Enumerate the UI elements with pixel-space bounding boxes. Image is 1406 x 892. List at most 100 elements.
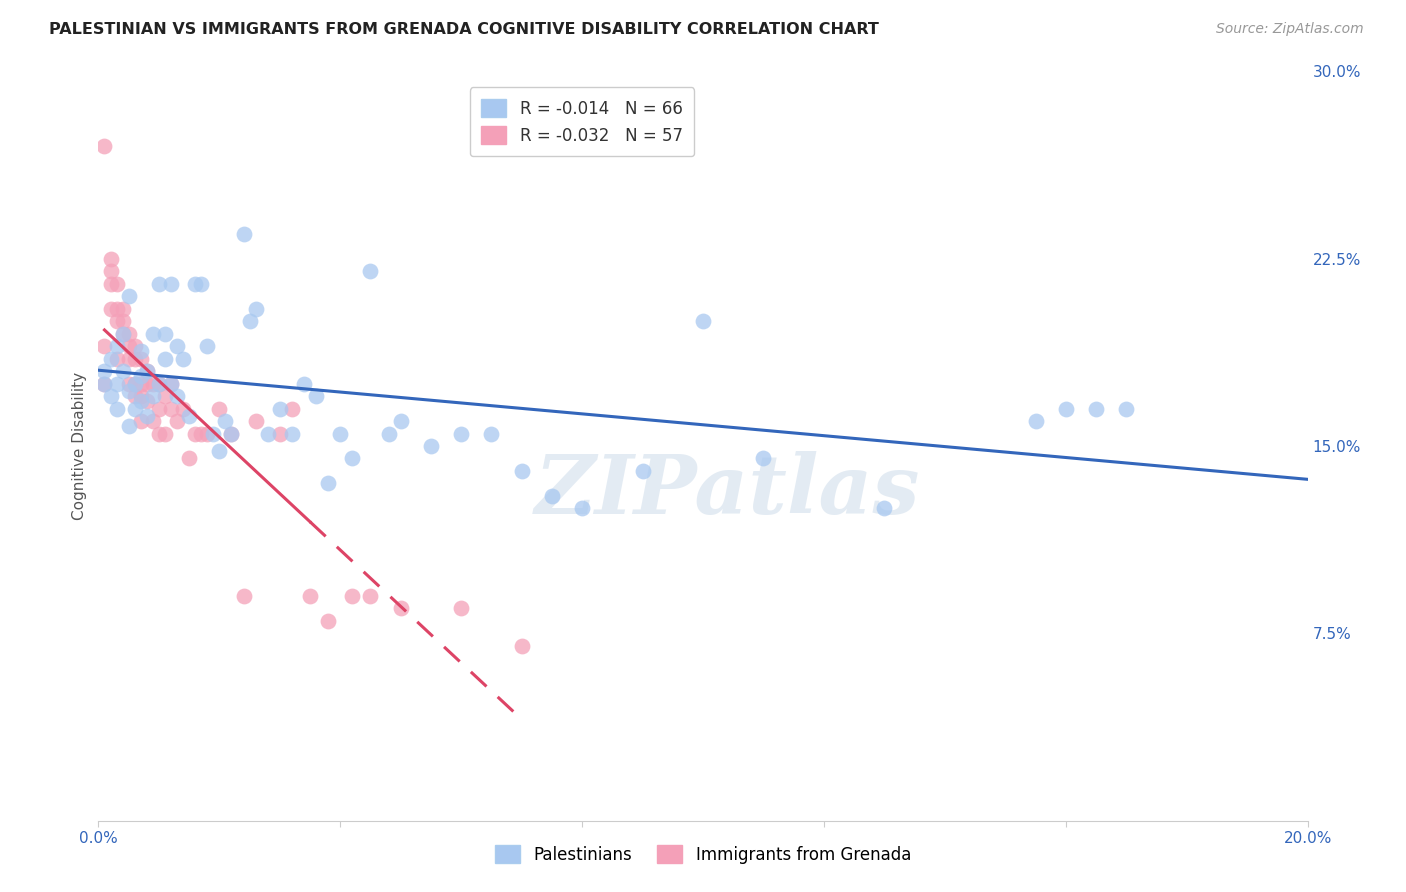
Point xyxy=(111,326,134,341)
Point xyxy=(118,351,141,366)
Point xyxy=(111,364,134,378)
Point xyxy=(135,394,157,409)
Point xyxy=(105,351,128,366)
Point xyxy=(269,426,291,441)
Point xyxy=(190,277,212,291)
Point xyxy=(184,426,207,441)
Point xyxy=(1054,401,1077,416)
Point xyxy=(142,376,165,391)
Point xyxy=(305,389,328,403)
Point xyxy=(135,364,157,378)
Point xyxy=(221,426,243,441)
Point xyxy=(389,601,412,615)
Point xyxy=(111,301,134,316)
Point xyxy=(245,414,267,428)
Point xyxy=(160,401,183,416)
Point xyxy=(179,451,201,466)
Point xyxy=(389,414,412,428)
Point xyxy=(142,389,165,403)
Point xyxy=(692,314,714,328)
Point xyxy=(232,589,254,603)
Point xyxy=(118,326,141,341)
Point xyxy=(281,401,304,416)
Point xyxy=(160,277,183,291)
Point xyxy=(118,339,141,353)
Point xyxy=(239,314,262,328)
Point xyxy=(166,339,188,353)
Point xyxy=(160,376,183,391)
Point xyxy=(377,426,399,441)
Point xyxy=(118,419,141,434)
Point xyxy=(540,489,562,503)
Point xyxy=(510,639,533,653)
Point xyxy=(153,326,176,341)
Point xyxy=(160,376,183,391)
Point xyxy=(111,314,134,328)
Point xyxy=(166,414,188,428)
Point xyxy=(93,339,115,353)
Point xyxy=(135,409,157,423)
Point xyxy=(450,426,472,441)
Point xyxy=(100,301,122,316)
Text: ZIPatlas: ZIPatlas xyxy=(534,451,920,531)
Point xyxy=(118,384,141,398)
Point xyxy=(124,401,146,416)
Point xyxy=(316,476,339,491)
Point xyxy=(148,376,170,391)
Legend: R = -0.014   N = 66, R = -0.032   N = 57: R = -0.014 N = 66, R = -0.032 N = 57 xyxy=(470,87,695,156)
Point xyxy=(208,444,231,458)
Point xyxy=(93,376,115,391)
Point xyxy=(148,376,170,391)
Point xyxy=(148,401,170,416)
Point xyxy=(124,339,146,353)
Point xyxy=(111,326,134,341)
Point xyxy=(1115,401,1137,416)
Point xyxy=(129,351,152,366)
Point xyxy=(148,426,170,441)
Point xyxy=(118,289,141,303)
Point xyxy=(299,589,322,603)
Point xyxy=(360,264,382,278)
Point xyxy=(129,389,152,403)
Point xyxy=(124,376,146,391)
Point xyxy=(124,389,146,403)
Point xyxy=(873,501,896,516)
Point xyxy=(316,614,339,628)
Point xyxy=(135,376,157,391)
Point xyxy=(124,351,146,366)
Point xyxy=(142,326,165,341)
Point xyxy=(281,426,304,441)
Point xyxy=(105,339,128,353)
Point xyxy=(245,301,267,316)
Point xyxy=(148,277,170,291)
Point xyxy=(221,426,243,441)
Point xyxy=(118,376,141,391)
Point xyxy=(342,451,364,466)
Legend: Palestinians, Immigrants from Grenada: Palestinians, Immigrants from Grenada xyxy=(488,838,918,871)
Point xyxy=(450,601,472,615)
Point xyxy=(105,314,128,328)
Point xyxy=(105,301,128,316)
Y-axis label: Cognitive Disability: Cognitive Disability xyxy=(72,372,87,520)
Point xyxy=(256,426,278,441)
Point xyxy=(105,401,128,416)
Point xyxy=(153,351,176,366)
Point xyxy=(360,589,382,603)
Point xyxy=(153,426,176,441)
Point xyxy=(105,376,128,391)
Point xyxy=(420,439,443,453)
Point xyxy=(124,376,146,391)
Point xyxy=(292,376,315,391)
Point xyxy=(190,426,212,441)
Point xyxy=(105,277,128,291)
Point xyxy=(142,414,165,428)
Point xyxy=(135,364,157,378)
Point xyxy=(172,351,194,366)
Point xyxy=(179,409,201,423)
Point xyxy=(100,351,122,366)
Point xyxy=(172,401,194,416)
Point xyxy=(571,501,593,516)
Text: Source: ZipAtlas.com: Source: ZipAtlas.com xyxy=(1216,22,1364,37)
Point xyxy=(100,252,122,266)
Point xyxy=(1024,414,1046,428)
